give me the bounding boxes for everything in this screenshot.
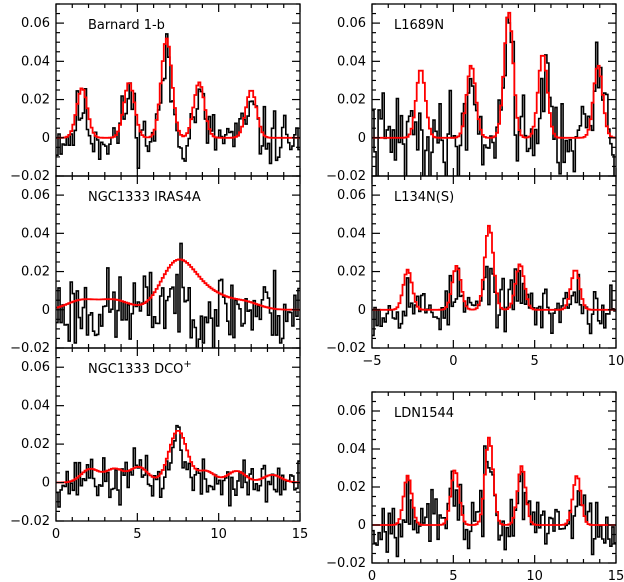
y-tick-label: 0.02: [337, 93, 366, 108]
x-tick-label: 0: [52, 527, 60, 542]
y-tick-label: 0.06: [337, 404, 366, 419]
spectrum-panel: 0.06 0.04 0.02 0 −0.02−5 0 5 10 L134N(S): [326, 175, 624, 369]
x-tick-label: 15: [292, 527, 309, 542]
x-tick-label: 0: [368, 569, 376, 582]
model-spectrum-line: [56, 430, 300, 484]
y-tick-label: 0: [358, 303, 366, 318]
panel-title: LDN1544: [394, 406, 454, 421]
y-tick-label: 0.04: [337, 226, 366, 241]
spectrum-panel: 0.06 0.04 0.02 0 −0.02 Barnard 1-b: [10, 3, 301, 184]
model-spectrum-line: [56, 37, 300, 139]
model-spectrum-line: [372, 224, 616, 311]
model-spectrum-line: [56, 258, 300, 311]
model-spectrum-line: [372, 436, 616, 526]
y-tick-label: −0.02: [326, 169, 366, 184]
x-tick-label: 0: [449, 354, 457, 369]
y-tick-label: 0.02: [21, 265, 50, 280]
y-tick-label: 0.06: [21, 16, 50, 31]
observed-spectrum-line: [56, 33, 300, 169]
panel-title-superscript: +: [183, 359, 191, 370]
y-tick-label: 0.02: [337, 265, 366, 280]
y-tick-label: 0.02: [21, 93, 50, 108]
y-tick-label: 0: [42, 476, 50, 491]
x-tick-label: 15: [608, 569, 624, 582]
spectrum-panel: 0.06 0.04 0.02 0 −0.02 NGC1333 IRAS4A: [10, 175, 301, 356]
y-tick-label: 0: [42, 131, 50, 146]
y-tick-label: 0.04: [337, 54, 366, 69]
panel-title: L1689N: [394, 18, 444, 33]
panel-title: NGC1333 DCO+: [88, 359, 192, 377]
y-tick-label: −0.02: [326, 556, 366, 571]
y-tick-label: 0.02: [337, 480, 366, 495]
x-tick-label: 5: [133, 527, 141, 542]
y-tick-label: −0.02: [326, 341, 366, 356]
observed-spectrum-line: [372, 445, 616, 558]
x-tick-label: 10: [210, 527, 227, 542]
y-tick-label: −0.02: [10, 169, 50, 184]
model-spectrum-line: [372, 11, 616, 139]
y-tick-label: −0.02: [10, 341, 50, 356]
x-tick-label: 10: [608, 354, 624, 369]
y-tick-label: 0.06: [21, 188, 50, 203]
observed-spectrum-line: [56, 424, 300, 508]
y-tick-label: 0: [42, 303, 50, 318]
x-tick-label: 5: [531, 354, 539, 369]
panel-title: NGC1333 IRAS4A: [88, 190, 201, 205]
y-tick-label: 0.04: [21, 226, 50, 241]
y-tick-label: 0.06: [337, 188, 366, 203]
observed-spectrum-line: [372, 16, 615, 176]
x-tick-label: 10: [526, 569, 543, 582]
y-tick-label: 0.04: [21, 54, 50, 69]
panel-title: L134N(S): [394, 190, 454, 205]
y-tick-label: 0.04: [337, 442, 366, 457]
y-tick-label: 0: [358, 518, 366, 533]
x-tick-label: −5: [362, 354, 381, 369]
y-tick-label: 0.06: [21, 360, 50, 375]
y-tick-label: 0.04: [21, 399, 50, 414]
observed-spectrum-line: [56, 242, 300, 348]
panel-title: Barnard 1-b: [88, 18, 165, 33]
y-tick-label: 0.02: [21, 437, 50, 452]
x-tick-label: 5: [449, 569, 457, 582]
y-tick-label: 0: [358, 131, 366, 146]
y-tick-label: 0.06: [337, 16, 366, 31]
observed-spectrum-line: [372, 265, 616, 337]
spectrum-panel: 0.06 0.04 0.02 0 −0.02 L1689N: [326, 3, 617, 184]
y-tick-label: −0.02: [10, 514, 50, 529]
